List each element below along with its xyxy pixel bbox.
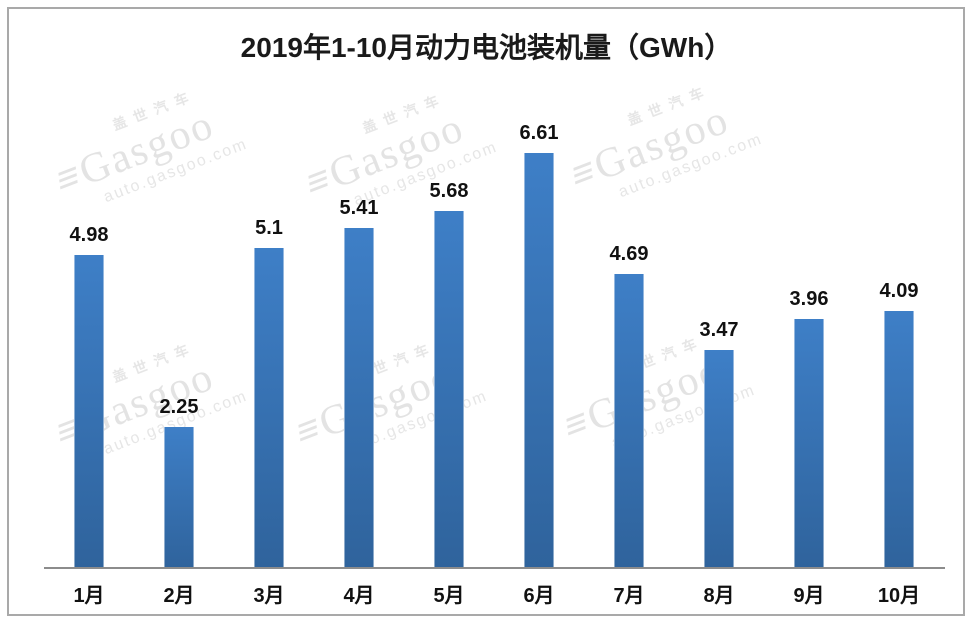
plot-area: 4.98 2.25 5.1 5.41 5.68 6.61 4.69 3.47 3.96 4.09 xyxy=(44,122,944,568)
bar-value-label: 3.47 xyxy=(699,319,739,341)
bar-column: 6.61 xyxy=(494,122,584,568)
x-axis-tick-label: 3月 xyxy=(253,585,285,607)
x-axis-tick-label: 2月 xyxy=(163,585,195,607)
x-axis-tick-label: 5月 xyxy=(433,585,465,607)
x-axis-tick-label: 9月 xyxy=(793,585,825,607)
bar-2月 xyxy=(164,427,194,568)
chart-frame xyxy=(7,7,965,616)
bar-value-label: 4.69 xyxy=(609,243,649,265)
bar-6月 xyxy=(524,153,554,568)
bar-10月 xyxy=(884,311,914,568)
bar-column: 4.98 xyxy=(44,224,134,568)
bar-column: 4.09 xyxy=(854,280,944,568)
bar-value-label: 3.96 xyxy=(789,288,829,310)
x-axis-tick-label: 6月 xyxy=(523,585,555,607)
bar-column: 2.25 xyxy=(134,396,224,568)
x-axis-tick-label: 1月 xyxy=(73,585,105,607)
x-axis-tick-label: 4月 xyxy=(343,585,375,607)
bar-4月 xyxy=(344,228,374,568)
bar-8月 xyxy=(704,350,734,568)
x-axis-tick-label: 8月 xyxy=(703,585,735,607)
x-axis-labels: 1月 2月 3月 4月 5月 6月 7月 8月 9月 10月 xyxy=(44,579,944,608)
bar-column: 3.47 xyxy=(674,319,764,568)
bar-value-label: 4.98 xyxy=(69,224,109,246)
bar-1月 xyxy=(74,255,104,568)
x-axis-tick-label: 7月 xyxy=(613,585,645,607)
bar-value-label: 2.25 xyxy=(159,396,199,418)
bar-value-label: 5.41 xyxy=(339,197,379,219)
chart-title: 2019年1-10月动力电池装机量（GWh） xyxy=(240,32,733,63)
bar-value-label: 6.61 xyxy=(519,122,559,144)
bar-3月 xyxy=(254,248,284,568)
bar-column: 4.69 xyxy=(584,243,674,568)
x-axis-line xyxy=(44,567,945,569)
bar-7月 xyxy=(614,274,644,568)
bar-column: 5.1 xyxy=(224,217,314,568)
x-axis-tick-label: 10月 xyxy=(877,585,921,607)
bar-value-label: 5.68 xyxy=(429,180,469,202)
bar-value-label: 5.1 xyxy=(255,217,283,239)
bar-column: 5.41 xyxy=(314,197,404,568)
bar-5月 xyxy=(434,211,464,568)
bar-value-label: 4.09 xyxy=(879,280,919,302)
bar-9月 xyxy=(794,319,824,568)
bar-column: 3.96 xyxy=(764,288,854,568)
bar-column: 5.68 xyxy=(404,180,494,568)
